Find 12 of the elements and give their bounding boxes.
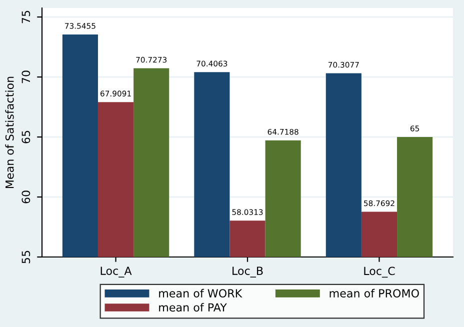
x-tick-label: Loc_C: [364, 266, 395, 278]
y-tick-label: 65: [22, 130, 30, 144]
legend-label: mean of PAY: [159, 302, 227, 312]
x-tick-label: Loc_A: [100, 266, 132, 278]
legend-label: mean of PROMO: [330, 288, 419, 298]
legend-label: mean of WORK: [159, 288, 242, 298]
x-tick-label: Loc_B: [232, 266, 263, 278]
y-tick-label: 75: [22, 10, 30, 24]
y-tick-label: 55: [22, 250, 30, 264]
y-tick-label: 60: [22, 190, 30, 204]
y-tick-label: 70: [22, 70, 30, 84]
y-axis-title: Mean of Satisfaction: [5, 76, 14, 188]
